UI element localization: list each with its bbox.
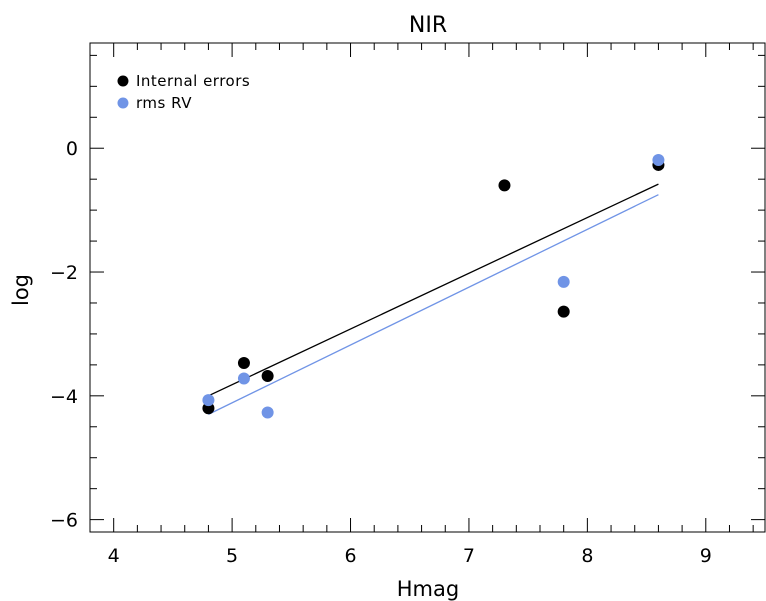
- data-point: [262, 407, 274, 419]
- y-tick-label: −2: [50, 262, 78, 284]
- x-tick-label: 8: [581, 545, 593, 567]
- legend-marker: [118, 76, 129, 87]
- data-point: [262, 370, 274, 382]
- legend-label: rms RV: [136, 94, 192, 112]
- x-tick-label: 4: [108, 545, 120, 567]
- y-tick-label: −6: [50, 510, 78, 532]
- plot-frame: [90, 43, 765, 532]
- x-tick-label: 9: [700, 545, 712, 567]
- x-axis-label: Hmag: [397, 577, 459, 601]
- x-tick-label: 7: [463, 545, 475, 567]
- data-point: [238, 372, 250, 384]
- x-tick-label: 6: [344, 545, 356, 567]
- legend-marker: [118, 98, 129, 109]
- fit-lines: [208, 184, 658, 414]
- y-axis-label: log: [9, 274, 33, 306]
- data-point: [498, 179, 510, 191]
- data-point: [238, 357, 250, 369]
- plot-area: [90, 43, 765, 532]
- tick-labels: 4 5 6 7 8 9 −6 −4 −2 0: [50, 138, 712, 567]
- data-point: [202, 394, 214, 406]
- chart-title: NIR: [409, 13, 447, 38]
- fit-line: [208, 184, 658, 396]
- data-point: [652, 154, 664, 166]
- y-tick-label: 0: [66, 138, 78, 160]
- y-tick-label: −4: [50, 386, 78, 408]
- data-points: [202, 154, 664, 419]
- legend-label: Internal errors: [136, 72, 250, 90]
- data-point: [558, 276, 570, 288]
- x-tick-label: 5: [226, 545, 238, 567]
- legend: Internal errors rms RV: [118, 72, 251, 112]
- fit-line: [208, 195, 658, 415]
- axis-ticks: [90, 43, 765, 532]
- data-point: [558, 306, 570, 318]
